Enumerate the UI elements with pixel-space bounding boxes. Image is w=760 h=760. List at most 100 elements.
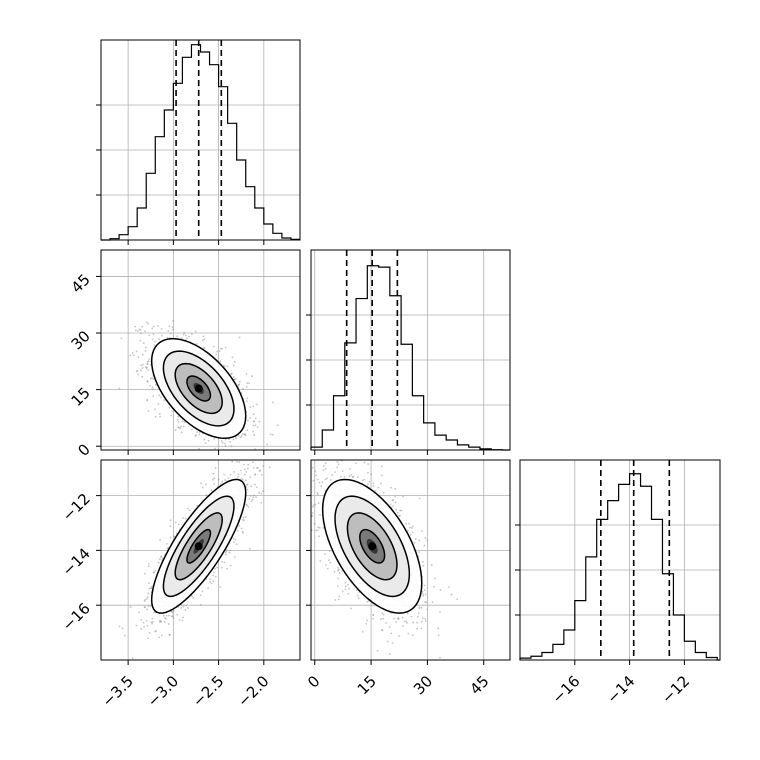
sample-point <box>143 626 145 628</box>
x-tick-label: 45 <box>466 672 492 698</box>
sample-point <box>424 585 426 587</box>
sample-point <box>262 465 264 467</box>
sample-point <box>367 483 369 485</box>
joint-panel-content <box>101 398 300 669</box>
sample-point <box>250 495 252 497</box>
sample-point <box>357 476 359 478</box>
sample-point <box>229 552 231 554</box>
sample-point <box>421 607 423 609</box>
sample-point <box>238 461 240 463</box>
sample-point <box>171 410 173 412</box>
sample-point <box>221 561 223 563</box>
sample-point <box>227 477 229 479</box>
sample-point <box>244 516 246 518</box>
sample-point <box>155 384 157 386</box>
sample-point <box>338 569 340 571</box>
sample-point <box>172 326 174 328</box>
sample-point <box>164 621 166 623</box>
sample-point <box>245 504 247 506</box>
sample-point <box>208 440 210 442</box>
sample-point <box>178 524 180 526</box>
sample-point <box>145 350 147 352</box>
sample-point <box>259 470 261 472</box>
sample-point <box>382 629 384 631</box>
sample-point <box>144 573 146 575</box>
sample-point <box>348 440 350 442</box>
sample-point <box>229 450 231 452</box>
sample-point <box>394 496 396 498</box>
sample-point <box>138 611 140 613</box>
sample-point <box>318 482 320 484</box>
sample-point <box>191 429 193 431</box>
sample-point <box>160 457 162 459</box>
x-tick-label: −12 <box>658 672 693 707</box>
sample-point <box>356 589 358 591</box>
sample-point <box>143 342 145 344</box>
sample-point <box>151 386 153 388</box>
sample-point <box>171 615 173 617</box>
sample-point <box>425 594 427 596</box>
sample-point <box>185 465 187 467</box>
sample-point <box>147 592 149 594</box>
panel-frame <box>101 40 300 240</box>
sample-point <box>144 606 146 608</box>
sample-point <box>238 525 240 527</box>
sample-point <box>325 478 327 480</box>
sample-point <box>192 597 194 599</box>
sample-point <box>142 367 144 369</box>
sample-point <box>233 365 235 367</box>
sample-point <box>398 635 400 637</box>
sample-point <box>159 413 161 415</box>
sample-point <box>178 427 180 429</box>
sample-point <box>205 494 207 496</box>
joint-panel-1 <box>101 398 300 669</box>
sample-point <box>323 469 325 471</box>
sample-point <box>350 608 352 610</box>
sample-point <box>317 529 319 531</box>
sample-point <box>372 482 374 484</box>
sample-point <box>255 424 257 426</box>
sample-point <box>304 515 306 517</box>
sample-point <box>257 426 259 428</box>
sample-point <box>234 556 236 558</box>
sample-point <box>363 479 365 481</box>
sample-point <box>215 467 217 469</box>
sample-point <box>230 565 232 567</box>
sample-point <box>395 509 397 511</box>
sample-point <box>407 633 409 635</box>
sample-point <box>144 330 146 332</box>
sample-point <box>308 545 310 547</box>
sample-point <box>424 589 426 591</box>
y-tick-label: 45 <box>68 271 94 297</box>
sample-point <box>222 442 224 444</box>
sample-point <box>182 620 184 622</box>
sample-point <box>372 618 374 620</box>
sample-point <box>219 350 221 352</box>
sample-point <box>410 534 412 536</box>
sample-point <box>267 453 269 455</box>
sample-point <box>224 479 226 481</box>
sample-point <box>293 439 295 441</box>
sample-point <box>345 588 347 590</box>
sample-point <box>389 626 391 628</box>
sample-point <box>125 667 127 669</box>
sample-point <box>344 582 346 584</box>
sample-point <box>260 502 262 504</box>
sample-point <box>414 542 416 544</box>
sample-point <box>158 562 160 564</box>
sample-point <box>313 504 315 506</box>
sample-point <box>417 616 419 618</box>
sample-point <box>356 455 358 457</box>
sample-point <box>226 550 228 552</box>
sample-point <box>146 609 148 611</box>
sample-point <box>158 636 160 638</box>
sample-point <box>337 461 339 463</box>
sample-point <box>132 657 134 659</box>
sample-point <box>153 572 155 574</box>
sample-point <box>421 530 423 532</box>
sample-point <box>185 609 187 611</box>
sample-point <box>149 588 151 590</box>
sample-point <box>198 448 200 450</box>
sample-point <box>251 375 253 377</box>
